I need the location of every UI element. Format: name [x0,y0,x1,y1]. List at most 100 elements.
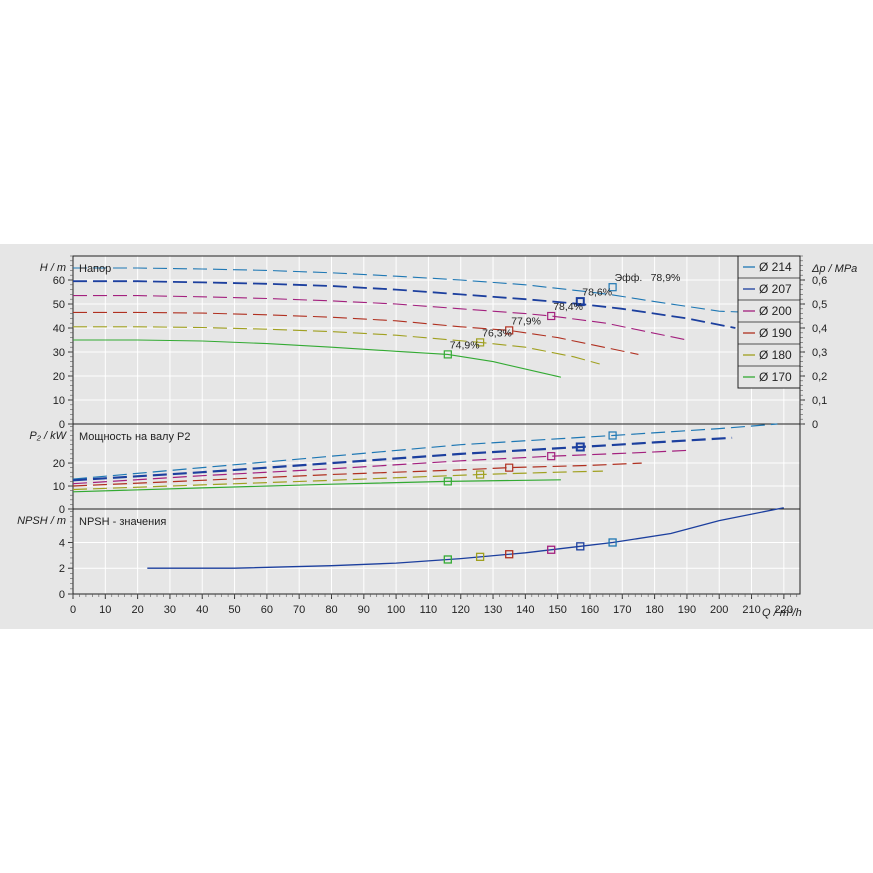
x-tick-label: 170 [613,604,631,616]
y-right-tick-label: 0,2 [812,371,827,383]
x-tick-label: 100 [387,604,405,616]
y-right-axis-label: Δp / MPa [811,263,857,275]
efficiency-label: 78,9% [651,272,681,284]
chart-svg: 78,9%78,6%78,4%77,9%76,3%74,9%Эфф. 0 10 20… [17,255,857,619]
x-tick-label: 80 [325,604,337,616]
npsh-opt-marker [547,545,556,554]
x-axis-label: Q / m³/h [762,607,802,619]
head-opt-marker [575,297,585,307]
x-tick-label: 110 [420,604,438,616]
efficiency-label: 77,9% [511,315,541,327]
legend-label: Ø 214 [759,260,792,274]
legend-label: Ø 180 [759,348,792,362]
efficiency-annotation: Эфф. [615,272,643,284]
panel-frame [72,508,801,595]
panel-title: Мощность на валу P2 [79,431,191,443]
x-tick-label: 120 [452,604,470,616]
y-tick-label: 10 [53,481,65,493]
efficiency-label: 78,6% [582,287,612,299]
x-tick-label: 50 [228,604,240,616]
y-tick-label: 30 [53,347,65,359]
x-tick-label: 40 [196,604,208,616]
y-right-tick-label: 0,6 [812,275,827,287]
power-curve [72,449,687,485]
npsh-opt-marker [576,542,585,551]
y-right-tick-label: 0,4 [812,323,827,335]
y-right-tick-label: 0 [812,419,818,431]
efficiency-label: 78,4% [553,301,583,313]
legend-label: Ø 207 [759,282,792,296]
y-tick-label: 50 [53,299,65,311]
head-curve [73,339,562,378]
curves: 78,9% 78,6% 78,4% 77,9%76,3%74,9% Эфф. [72,267,784,569]
efficiency-label: 76,3% [482,327,512,339]
panel-title: NPSH - значения [79,516,166,528]
x-tick-label: 210 [742,604,760,616]
y-right-tick-label: 0,5 [812,299,827,311]
power-opt-marker [476,470,485,479]
panel-title: Напор [79,263,111,275]
x-tick-label: 190 [678,604,696,616]
y-tick-label: 0 [59,419,65,431]
power-curve [72,470,603,491]
y-tick-label: 0 [59,504,65,516]
y-tick-label: 20 [53,371,65,383]
efficiency-label: 74,9% [450,339,480,351]
y-tick-label: 4 [59,537,65,549]
power-opt-marker [505,463,514,472]
head-curve [73,326,600,365]
head-curve [73,280,736,329]
power-opt-marker [608,431,617,440]
head-curve [73,311,639,355]
power-opt-marker [443,477,452,486]
x-tick-label: 10 [99,604,111,616]
x-tick-label: 30 [164,604,176,616]
x-tick-label: 180 [645,604,663,616]
y-right-tick-label: 0,3 [812,347,827,359]
power-curve [72,479,561,493]
head-opt-marker [505,326,514,335]
y-tick-label: 2 [59,563,65,575]
power-curve [72,423,778,480]
x-tick-label: 130 [484,604,502,616]
x-tick-label: 160 [581,604,599,616]
y-tick-label: 20 [53,458,65,470]
head-opt-marker [443,350,452,359]
y-tick-label: 10 [53,395,65,407]
npsh-opt-marker [505,550,514,559]
head-curve [73,295,688,341]
x-tick-label: 20 [131,604,143,616]
x-tick-label: 90 [358,604,370,616]
x-tick-label: 0 [70,604,76,616]
x-tick-label: 70 [293,604,305,616]
power-curve [72,462,642,487]
y-axis-label: P₂ / kW [29,430,67,442]
legend-label: Ø 170 [759,370,792,384]
npsh-opt-marker [443,555,452,564]
npsh-curve [147,507,784,569]
x-tick-label: 150 [548,604,566,616]
legend-label: Ø 190 [759,326,792,340]
head-curve [73,267,784,315]
legend-label: Ø 200 [759,304,792,318]
y-tick-label: 60 [53,275,65,287]
y-tick-label: 0 [59,589,65,601]
ticks: 0 10 20 30 40 50 60 70 80 90 100 110 120 130 140 150 160… [17,255,857,619]
pump-performance-chart: 78,9% 78,6% 78,4% 77,9% 76,3% 74,9% Эфф. 0 10 20… [0,244,873,629]
npsh-opt-marker [608,538,617,547]
npsh-opt-marker [475,552,485,561]
head-opt-marker [547,311,556,321]
x-tick-label: 140 [516,604,534,616]
y-axis-label: NPSH / m [17,515,66,527]
y-right-tick-label: 0,1 [812,395,827,407]
power-opt-marker [575,442,585,452]
y-tick-label: 40 [53,323,65,335]
power-curve [72,436,733,482]
x-tick-label: 60 [261,604,273,616]
x-tick-label: 200 [710,604,728,616]
x-tick-label: 220 [775,604,793,616]
head-opt-marker [476,338,485,347]
head-opt-marker [608,283,617,292]
legend: Ø 214 Ø 207 Ø 200 Ø 190 Ø 180 Ø 170 [737,255,801,389]
power-opt-marker [547,452,556,461]
